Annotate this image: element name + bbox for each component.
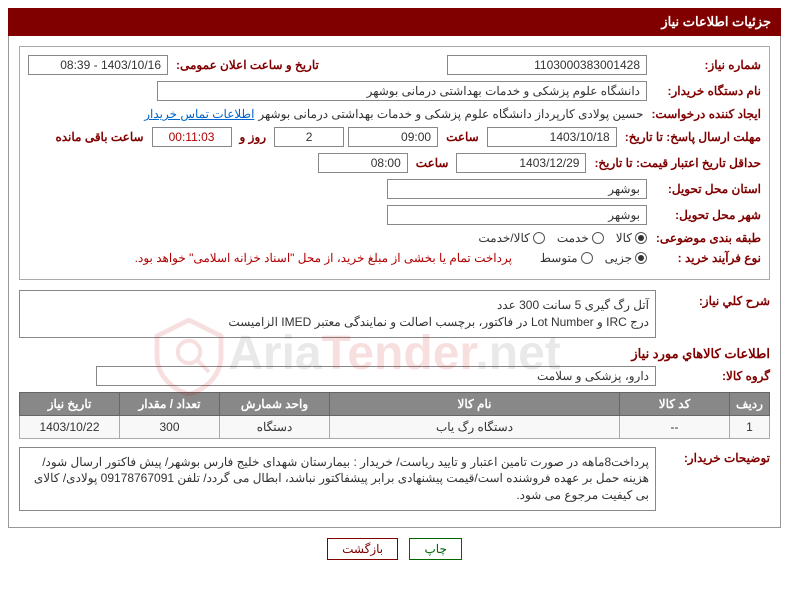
category-radio-both[interactable]: کالا/خدمت <box>478 231 544 245</box>
buyer-notes-text: پرداخت8ماهه در صورت تامین اعتبار و تایید… <box>19 447 656 511</box>
need-number-value: 1103000383001428 <box>447 55 647 75</box>
row-requester: ایجاد کننده درخواست: حسین پولادی کارپردا… <box>28 107 761 121</box>
row-city: شهر محل تحویل: بوشهر <box>28 205 761 225</box>
th-date: تاریخ نیاز <box>20 392 120 415</box>
panel-body: AriaTender.net شماره نیاز: 1103000383001… <box>8 36 781 528</box>
overall-desc-box: آتل رگ گیری 5 سانت 300 عدد درج IRC و Lot… <box>19 290 656 338</box>
cell-date: 1403/10/22 <box>20 415 120 438</box>
panel-header: جزئیات اطلاعات نیاز <box>8 8 781 36</box>
back-button[interactable]: بازگشت <box>327 538 398 560</box>
table-header-row: ردیف کد کالا نام کالا واحد شمارش تعداد /… <box>20 392 770 415</box>
row-province: استان محل تحویل: بوشهر <box>28 179 761 199</box>
button-row: چاپ بازگشت <box>8 538 781 560</box>
th-name: نام کالا <box>330 392 620 415</box>
overall-desc-line2: درج IRC و Lot Number در فاکتور، برچسب اص… <box>26 314 649 331</box>
validity-time: 08:00 <box>318 153 408 173</box>
row-category: طبقه بندی موضوعی: کالا خدمت کالا/خدمت <box>28 231 761 245</box>
buyer-label: نام دستگاه خریدار: <box>651 84 761 98</box>
goods-group-label: گروه کالا: <box>660 369 770 383</box>
goods-table: ردیف کد کالا نام کالا واحد شمارش تعداد /… <box>19 392 770 439</box>
province-value: بوشهر <box>387 179 647 199</box>
th-code: کد کالا <box>620 392 730 415</box>
th-row: ردیف <box>730 392 770 415</box>
days-word: روز و <box>236 130 271 144</box>
city-value: بوشهر <box>387 205 647 225</box>
requester-value: حسین پولادی کارپرداز دانشگاه علوم پزشکی … <box>258 107 643 121</box>
buy-type-radio-group: جزیی متوسط <box>540 251 647 265</box>
buy-type-radio-medium[interactable]: متوسط <box>540 251 593 265</box>
validity-time-label: ساعت <box>412 156 453 170</box>
radio-label: جزیی <box>605 251 632 265</box>
buyer-value: دانشگاه علوم پزشکی و خدمات بهداشتی درمان… <box>157 81 647 101</box>
buy-type-label: نوع فرآیند خرید : <box>651 251 761 265</box>
payment-note: پرداخت تمام یا بخشی از مبلغ خرید، از محل… <box>135 251 512 265</box>
radio-label: خدمت <box>557 231 589 245</box>
row-need-number: شماره نیاز: 1103000383001428 تاریخ و ساع… <box>28 55 761 75</box>
goods-group-value: دارو، پزشکی و سلامت <box>96 366 656 386</box>
need-number-label: شماره نیاز: <box>651 58 761 72</box>
radio-icon <box>635 232 647 244</box>
row-buy-type: نوع فرآیند خرید : جزیی متوسط پرداخت تمام… <box>28 251 761 265</box>
countdown: 00:11:03 <box>152 127 232 147</box>
city-label: شهر محل تحویل: <box>651 208 761 222</box>
cell-name: دستگاه رگ یاب <box>330 415 620 438</box>
overall-desc-line1: آتل رگ گیری 5 سانت 300 عدد <box>26 297 649 314</box>
th-qty: تعداد / مقدار <box>120 392 220 415</box>
row-buyer-notes: توضیحات خریدار: پرداخت8ماهه در صورت تامی… <box>19 447 770 511</box>
category-radio-goods[interactable]: کالا <box>616 231 647 245</box>
row-buyer: نام دستگاه خریدار: دانشگاه علوم پزشکی و … <box>28 81 761 101</box>
buy-type-radio-minor[interactable]: جزیی <box>605 251 647 265</box>
category-radio-group: کالا خدمت کالا/خدمت <box>478 231 647 245</box>
validity-date: 1403/12/29 <box>456 153 586 173</box>
row-deadline: مهلت ارسال پاسخ: تا تاریخ: 1403/10/18 سا… <box>28 127 761 147</box>
remaining-label: ساعت باقی مانده <box>51 130 147 144</box>
row-validity: حداقل تاریخ اعتبار قیمت: تا تاریخ: 1403/… <box>28 153 761 173</box>
deadline-time-label: ساعت <box>442 130 483 144</box>
main-info-box: شماره نیاز: 1103000383001428 تاریخ و ساع… <box>19 46 770 280</box>
cell-code: -- <box>620 415 730 438</box>
radio-icon <box>581 252 593 264</box>
announce-label: تاریخ و ساعت اعلان عمومی: <box>172 58 323 72</box>
table-row: 1 -- دستگاه رگ یاب دستگاه 300 1403/10/22 <box>20 415 770 438</box>
category-radio-service[interactable]: خدمت <box>557 231 604 245</box>
radio-icon <box>533 232 545 244</box>
radio-label: کالا/خدمت <box>478 231 529 245</box>
row-overall-desc: شرح کلي نياز: آتل رگ گیری 5 سانت 300 عدد… <box>19 290 770 338</box>
radio-icon <box>592 232 604 244</box>
announce-value: 1403/10/16 - 08:39 <box>28 55 168 75</box>
contact-link[interactable]: اطلاعات تماس خریدار <box>144 107 254 121</box>
requester-label: ایجاد کننده درخواست: <box>647 107 761 121</box>
category-label: طبقه بندی موضوعی: <box>651 231 761 245</box>
days-remaining: 2 <box>274 127 344 147</box>
radio-icon <box>635 252 647 264</box>
overall-desc-label: شرح کلي نياز: <box>660 290 770 308</box>
cell-row: 1 <box>730 415 770 438</box>
validity-label: حداقل تاریخ اعتبار قیمت: تا تاریخ: <box>590 156 761 170</box>
radio-label: کالا <box>616 231 632 245</box>
cell-qty: 300 <box>120 415 220 438</box>
deadline-date: 1403/10/18 <box>487 127 617 147</box>
deadline-label: مهلت ارسال پاسخ: تا تاریخ: <box>621 130 761 144</box>
deadline-time: 09:00 <box>348 127 438 147</box>
print-button[interactable]: چاپ <box>409 538 461 560</box>
row-goods-group: گروه کالا: دارو، پزشکی و سلامت <box>19 366 770 386</box>
goods-section-title: اطلاعات کالاهاي مورد نياز <box>19 346 770 362</box>
province-label: استان محل تحویل: <box>651 182 761 196</box>
buyer-notes-label: توضیحات خریدار: <box>660 447 770 465</box>
th-unit: واحد شمارش <box>220 392 330 415</box>
cell-unit: دستگاه <box>220 415 330 438</box>
radio-label: متوسط <box>540 251 578 265</box>
